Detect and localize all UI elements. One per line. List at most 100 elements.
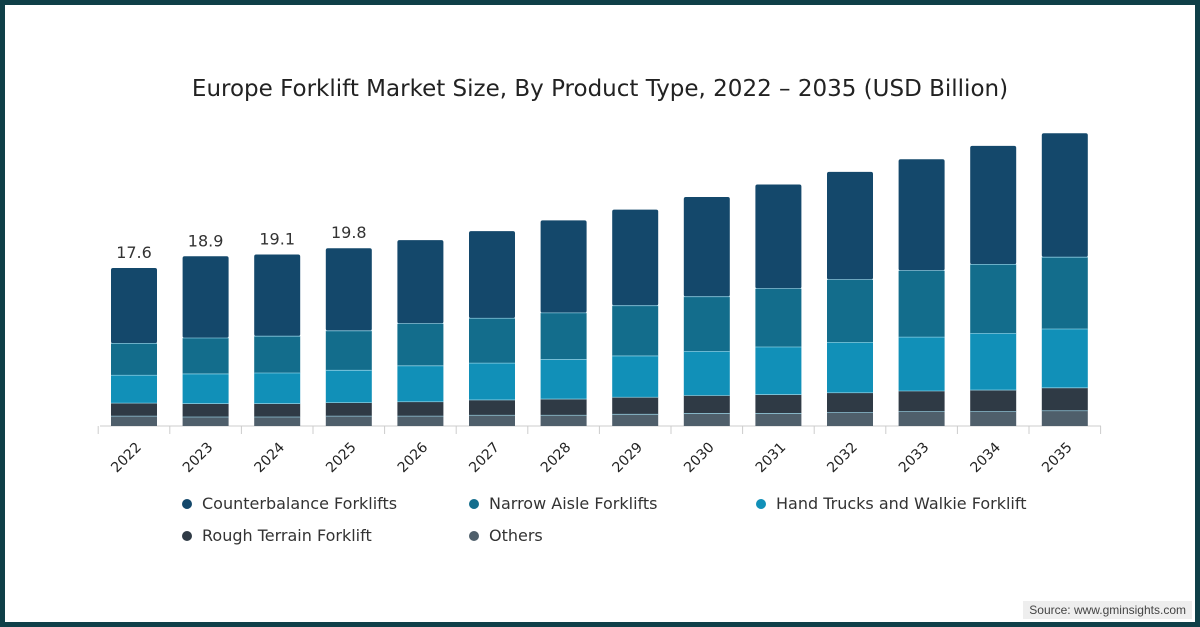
bar-segment-counterbalance-forklifts xyxy=(397,240,444,324)
bar-segment-counterbalance-forklifts xyxy=(827,171,873,280)
bar-segment-rough-terrain-forklift xyxy=(111,403,157,417)
legend-label: Others xyxy=(489,526,543,545)
x-tick-label: 2030 xyxy=(681,440,718,477)
bar-segment-hand-trucks-and-walkie-forklift xyxy=(469,363,515,400)
bar-segment-hand-trucks-and-walkie-forklift xyxy=(254,373,301,404)
chart-title: Europe Forklift Market Size, By Product … xyxy=(191,76,1009,102)
bar-segment-others xyxy=(397,416,444,426)
bar-segment-hand-trucks-and-walkie-forklift xyxy=(898,337,945,391)
bar-segment-others xyxy=(683,413,730,426)
x-tick-label: 2024 xyxy=(252,439,289,476)
data-label: 19.1 xyxy=(259,229,295,248)
bar-segment-others xyxy=(254,417,301,426)
legend-item: Narrow Aisle Forklifts xyxy=(469,494,657,513)
source-note: Source: www.gminsights.com xyxy=(1023,601,1192,619)
bar-segment-narrow-aisle-forklifts xyxy=(1041,257,1088,330)
bar-segment-counterbalance-forklifts xyxy=(683,197,730,297)
bar-segment-hand-trucks-and-walkie-forklift xyxy=(325,370,372,403)
bar-segment-others xyxy=(898,411,945,426)
bar-segment-rough-terrain-forklift xyxy=(827,392,873,413)
x-tick-label: 2022 xyxy=(108,440,145,477)
x-tick-label: 2026 xyxy=(395,439,432,476)
x-tick-label: 2028 xyxy=(538,440,575,477)
x-tick-label: 2025 xyxy=(323,440,360,477)
bar-segment-narrow-aisle-forklifts xyxy=(182,337,229,374)
bar-segment-others xyxy=(469,415,515,426)
legend-label: Hand Trucks and Walkie Forklift xyxy=(776,494,1027,513)
bar-segment-counterbalance-forklifts xyxy=(111,267,157,344)
bar-segment-counterbalance-forklifts xyxy=(540,220,587,313)
bar-segment-others xyxy=(111,416,157,426)
legend-item: Counterbalance Forklifts xyxy=(182,494,397,513)
bar-segment-others xyxy=(755,413,802,426)
bar-segment-rough-terrain-forklift xyxy=(1041,387,1088,411)
bar-segment-hand-trucks-and-walkie-forklift xyxy=(182,373,229,404)
legend-item: Others xyxy=(469,526,543,545)
bar-segment-narrow-aisle-forklifts xyxy=(827,279,873,343)
bar-segment-others xyxy=(827,412,873,426)
x-tick-label: 2035 xyxy=(1039,440,1076,477)
legend-marker-icon xyxy=(182,498,192,509)
x-tick-label: 2023 xyxy=(180,440,217,477)
bar-segment-others xyxy=(612,414,659,426)
x-tick-label: 2034 xyxy=(968,439,1005,476)
bar-segment-rough-terrain-forklift xyxy=(469,399,515,416)
bar-segment-others xyxy=(1041,410,1088,426)
bar-segment-narrow-aisle-forklifts xyxy=(683,296,730,352)
bar-segment-rough-terrain-forklift xyxy=(970,390,1017,412)
bar-segment-counterbalance-forklifts xyxy=(1041,133,1088,258)
bar-segment-hand-trucks-and-walkie-forklift xyxy=(540,359,587,400)
data-label: 18.9 xyxy=(188,231,224,250)
legend-item: Rough Terrain Forklift xyxy=(182,526,372,545)
legend-label: Counterbalance Forklifts xyxy=(202,494,398,513)
legend-label: Narrow Aisle Forklifts xyxy=(489,494,658,513)
legend-label: Rough Terrain Forklift xyxy=(202,526,372,545)
bar-segment-others xyxy=(540,415,587,426)
bar-segment-counterbalance-forklifts xyxy=(970,145,1017,265)
bar-segment-narrow-aisle-forklifts xyxy=(540,312,587,360)
bar-segment-hand-trucks-and-walkie-forklift xyxy=(397,365,444,402)
bar-segment-hand-trucks-and-walkie-forklift xyxy=(827,342,873,393)
x-tick-label: 2033 xyxy=(896,440,933,477)
bar-segment-hand-trucks-and-walkie-forklift xyxy=(111,375,157,404)
legend-marker-icon xyxy=(469,498,479,509)
bar-segment-rough-terrain-forklift xyxy=(540,399,587,416)
legend-marker-icon xyxy=(469,530,479,541)
bar-segment-counterbalance-forklifts xyxy=(254,254,301,337)
bar-segment-hand-trucks-and-walkie-forklift xyxy=(970,333,1017,391)
bar-segment-narrow-aisle-forklifts xyxy=(612,305,659,356)
data-label: 19.8 xyxy=(331,223,367,242)
bar-segment-rough-terrain-forklift xyxy=(898,390,945,412)
legend-item: Hand Trucks and Walkie Forklift xyxy=(756,494,1027,513)
bar-segment-others xyxy=(970,411,1017,426)
bar-segment-counterbalance-forklifts xyxy=(898,159,945,271)
x-tick-label: 2032 xyxy=(824,440,861,477)
bar-segment-rough-terrain-forklift xyxy=(612,397,659,415)
bar-segment-narrow-aisle-forklifts xyxy=(397,323,444,366)
bar-segment-rough-terrain-forklift xyxy=(397,401,444,417)
bar-segment-narrow-aisle-forklifts xyxy=(755,288,802,347)
bar-segment-hand-trucks-and-walkie-forklift xyxy=(612,355,659,398)
bar-segment-rough-terrain-forklift xyxy=(182,403,229,418)
bar-segment-counterbalance-forklifts xyxy=(469,231,515,319)
x-tick-label: 2029 xyxy=(610,440,647,477)
bar-segment-rough-terrain-forklift xyxy=(683,395,730,414)
bar-segment-narrow-aisle-forklifts xyxy=(325,330,372,371)
x-tick-label: 2031 xyxy=(753,440,790,477)
bar-segment-narrow-aisle-forklifts xyxy=(898,270,945,338)
bar-segment-counterbalance-forklifts xyxy=(325,248,372,331)
bar-segment-rough-terrain-forklift xyxy=(755,394,802,414)
bar-segment-counterbalance-forklifts xyxy=(182,256,229,338)
legend-marker-icon xyxy=(756,498,766,509)
bar-segment-hand-trucks-and-walkie-forklift xyxy=(755,346,802,395)
bar-segment-rough-terrain-forklift xyxy=(254,403,301,418)
bar-segment-counterbalance-forklifts xyxy=(755,184,802,289)
legend-marker-icon xyxy=(182,530,192,541)
data-label: 17.6 xyxy=(116,243,152,262)
bar-segment-counterbalance-forklifts xyxy=(612,209,659,306)
bar-segment-narrow-aisle-forklifts xyxy=(111,343,157,376)
bar-segment-others xyxy=(325,416,372,426)
bar-segment-hand-trucks-and-walkie-forklift xyxy=(1041,329,1088,388)
